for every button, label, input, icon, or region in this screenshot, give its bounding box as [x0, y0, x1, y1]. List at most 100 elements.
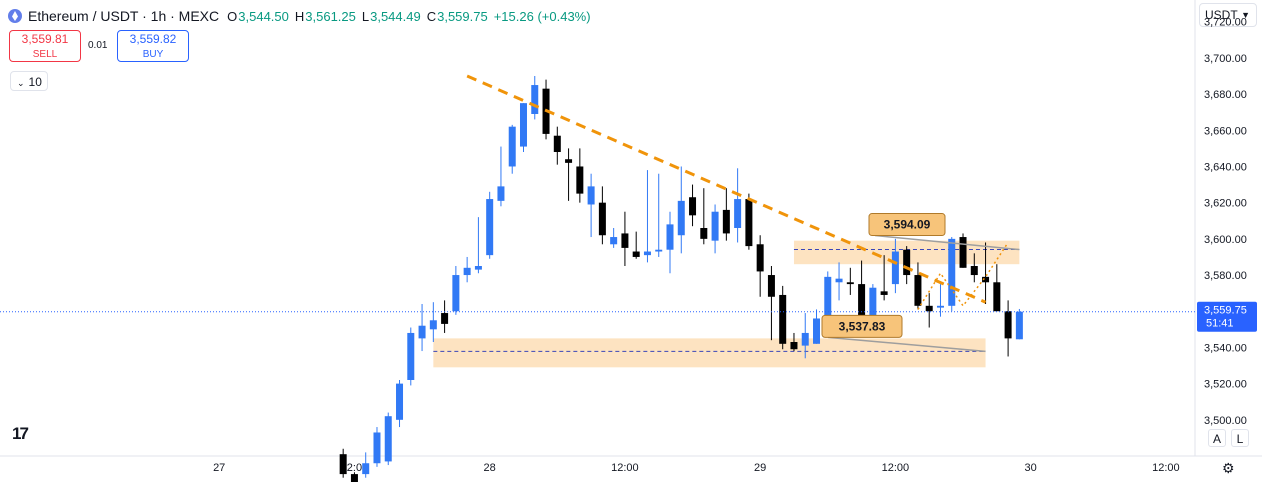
candle: [846, 267, 854, 295]
candle-body: [982, 276, 990, 283]
candle-body: [722, 209, 730, 234]
gear-icon[interactable]: ⚙: [1222, 460, 1235, 476]
auto-scale-button[interactable]: A: [1208, 429, 1226, 447]
candle: [666, 211, 674, 274]
time-tick-label: 12:00: [882, 462, 910, 474]
candle-body: [700, 228, 708, 239]
candle-body: [869, 287, 877, 317]
time-tick-label: 30: [1025, 462, 1037, 474]
open-label: O: [227, 8, 238, 24]
candle: [982, 242, 990, 304]
candle-body: [891, 251, 899, 285]
candle-body: [959, 237, 967, 268]
candle: [993, 264, 1001, 312]
buy-button[interactable]: 3,559.82 BUY: [117, 30, 189, 62]
time-tick-label: 29: [754, 462, 766, 474]
upper-price-label-pointer: [874, 234, 1020, 251]
candle: [722, 188, 730, 241]
candle-body: [441, 313, 449, 324]
time-tick-label: 12:00: [611, 462, 639, 474]
price-tick-label: 3,680.00: [1204, 89, 1247, 101]
candle: [531, 76, 539, 120]
sell-button[interactable]: 3,559.81 SELL: [9, 30, 81, 62]
candle-body: [936, 305, 944, 308]
candle: [441, 300, 449, 333]
upper-price-label[interactable]: [868, 213, 946, 237]
candle: [384, 412, 392, 466]
buy-label: BUY: [142, 49, 164, 60]
open-value: 3,544.50: [238, 8, 289, 24]
candle-body: [813, 318, 821, 344]
candle-body: [362, 463, 370, 475]
candle: [813, 309, 821, 344]
candle-body: [598, 202, 606, 236]
candle: [632, 231, 640, 259]
candle: [362, 452, 370, 478]
candle: [756, 235, 764, 297]
candle-body: [621, 233, 629, 248]
candle: [790, 332, 798, 352]
symbol-title[interactable]: Ethereum / USDT · 1h · MEXC: [28, 8, 220, 24]
candle: [734, 168, 742, 243]
upper-price-label-text: 3,594.09: [884, 218, 931, 232]
candle: [519, 103, 527, 152]
currency-selector[interactable]: USDT ▼: [1199, 3, 1257, 27]
candle-body: [858, 284, 866, 317]
log-scale-button[interactable]: L: [1231, 429, 1249, 447]
price-tick-label: 3,600.00: [1204, 234, 1247, 246]
candle: [1015, 308, 1023, 340]
candle-body: [925, 305, 933, 312]
candle-body: [666, 224, 674, 250]
change-value: +15.26 (+0.43%): [493, 8, 591, 24]
candle-body: [452, 275, 460, 312]
candle-body: [1015, 311, 1023, 340]
candle-body: [767, 275, 775, 297]
sell-label: SELL: [32, 49, 58, 60]
candle: [835, 262, 843, 301]
candle: [350, 472, 358, 482]
candle: [474, 217, 482, 274]
candle-body: [497, 186, 505, 201]
candle-body: [384, 416, 392, 462]
candle-body: [508, 126, 516, 167]
candle: [655, 173, 663, 257]
lower-price-label[interactable]: [821, 314, 903, 338]
price-tick-label: 3,700.00: [1204, 53, 1247, 65]
quantity-selector[interactable]: ⌄ 10: [10, 71, 48, 91]
candle-body: [914, 275, 922, 306]
candle: [914, 262, 922, 310]
candle: [948, 237, 956, 312]
candle: [429, 302, 437, 342]
time-tick-label: 12:00: [341, 462, 369, 474]
low-label: L: [361, 8, 370, 24]
price-tick-label: 3,660.00: [1204, 125, 1247, 137]
candle-body: [790, 342, 798, 350]
time-tick-label: 12:00: [1152, 462, 1180, 474]
candle-body: [655, 249, 663, 252]
high-value: 3,561.25: [305, 8, 356, 24]
candle: [497, 146, 505, 207]
price-tick-label: 3,500.00: [1204, 415, 1247, 427]
time-tick-label: 27: [213, 462, 225, 474]
tradingview-logo-icon[interactable]: 17: [12, 424, 29, 443]
candle: [486, 191, 494, 259]
spread-value: 0.01: [88, 40, 108, 51]
price-tick-label: 3,720.00: [1204, 17, 1247, 29]
close-label: C: [426, 8, 437, 24]
countdown-text: 51:41: [1206, 318, 1234, 330]
candle-body: [486, 199, 494, 256]
candle-body: [610, 237, 618, 245]
sell-price: 3,559.81: [21, 32, 69, 46]
candle-body: [553, 135, 561, 152]
buy-price: 3,559.82: [129, 32, 177, 46]
candle: [553, 126, 561, 165]
price-axis[interactable]: 3,500.003,520.003,540.003,560.003,580.00…: [1204, 17, 1247, 427]
candle-body: [801, 332, 809, 346]
candle: [891, 238, 899, 294]
price-tick-label: 3,580.00: [1204, 270, 1247, 282]
candle: [970, 253, 978, 283]
